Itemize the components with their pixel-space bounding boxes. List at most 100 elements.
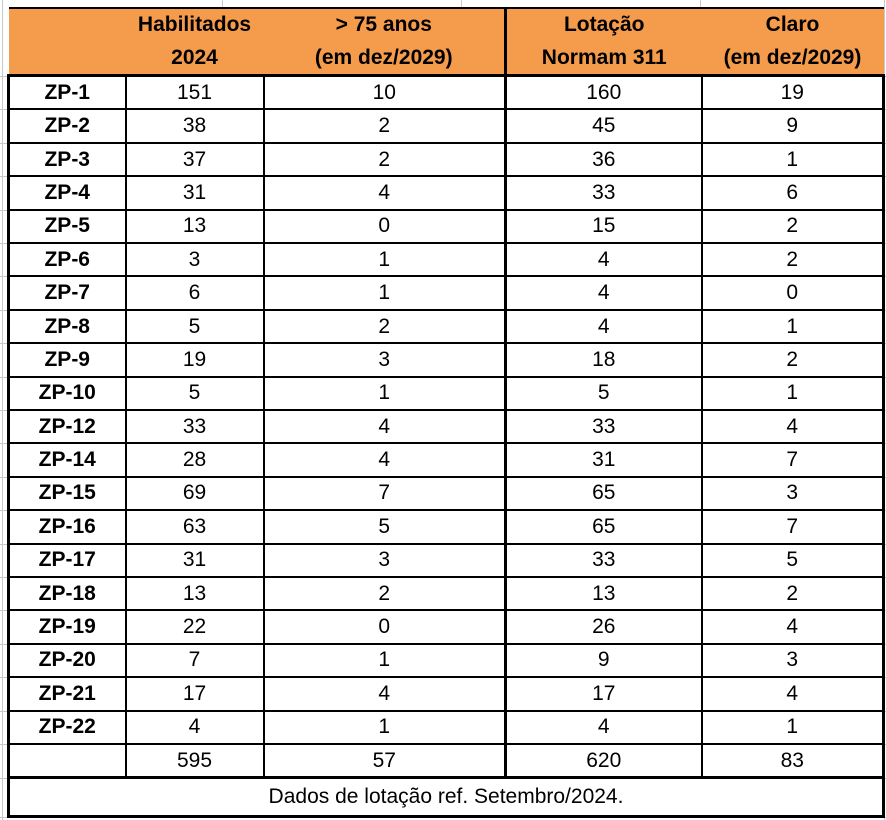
gridline-tick xyxy=(0,410,7,411)
habilitados-value-cell: 13 xyxy=(124,575,265,612)
gridline-tick xyxy=(0,510,7,511)
lotacao-value-cell: 33 xyxy=(504,408,703,445)
lotacao-value-cell: 15 xyxy=(504,208,703,245)
75-anos-value-cell: 1 xyxy=(262,642,507,679)
claro-value-cell: 4 xyxy=(700,408,885,445)
zp-data-row: ZP-18 13 2 13 2 xyxy=(7,575,885,612)
zp-label-cell: ZP-17 xyxy=(7,542,127,578)
gridline-tick xyxy=(0,577,7,578)
gridline-tick xyxy=(0,610,7,611)
zp-label-cell: ZP-5 xyxy=(7,208,127,245)
75-anos-value-cell: 4 xyxy=(262,175,507,211)
lotacao-value-cell: 36 xyxy=(504,141,703,178)
header-line2: (em dez/2029) xyxy=(314,45,453,69)
75-anos-value-cell: 2 xyxy=(262,141,507,178)
lotacao-value-cell: 160 xyxy=(504,74,703,111)
zp-data-row: ZP-7 6 1 4 0 xyxy=(7,275,885,311)
gridline-tick xyxy=(0,243,7,244)
lotacao-value-cell: 31 xyxy=(504,442,703,478)
gridline-tick xyxy=(0,377,7,378)
gridline-tick xyxy=(0,711,7,712)
lotacao-value-cell: 4 xyxy=(504,709,703,745)
claro-value-cell: 2 xyxy=(700,208,885,245)
claro-value-cell: 4 xyxy=(700,676,885,712)
zp-data-row: ZP-21 17 4 17 4 xyxy=(7,676,885,712)
gridline-tick xyxy=(0,817,7,818)
header-line1: Claro xyxy=(765,13,820,36)
75-anos-value-cell: 10 xyxy=(262,74,507,111)
zp-data-row: ZP-10 5 1 5 1 xyxy=(7,375,885,412)
claro-value-cell: 6 xyxy=(700,175,885,211)
totals-lotacao-cell: 620 xyxy=(504,742,703,780)
zp-data-row: ZP-8 5 2 4 1 xyxy=(7,308,885,345)
75-anos-value-cell: 7 xyxy=(262,475,507,512)
habilitados-value-cell: 28 xyxy=(124,442,265,478)
claro-value-cell: 3 xyxy=(700,475,885,512)
claro-value-cell: 2 xyxy=(700,575,885,612)
header-cell-claro: Claro (em dez/2029) xyxy=(701,7,884,78)
table-footer: 595 57 620 83 Dados de lotação ref. Sete… xyxy=(7,742,885,819)
gridline-tick xyxy=(2,0,3,820)
gridline-tick xyxy=(0,176,7,177)
claro-value-cell: 2 xyxy=(700,242,885,278)
75-anos-value-cell: 0 xyxy=(262,609,507,645)
habilitados-value-cell: 6 xyxy=(124,275,265,311)
zp-data-row: ZP-9 19 3 18 2 xyxy=(7,342,885,378)
zp-label-cell: ZP-21 xyxy=(7,676,127,712)
habilitados-value-cell: 63 xyxy=(124,509,265,545)
gridline-tick xyxy=(0,644,7,645)
gridline-tick xyxy=(0,109,7,110)
lotacao-value-cell: 4 xyxy=(504,275,703,311)
zp-data-row: ZP-15 69 7 65 3 xyxy=(7,475,885,512)
totals-empty-cell xyxy=(7,742,127,780)
claro-value-cell: 3 xyxy=(700,642,885,679)
gridline-tick xyxy=(0,443,7,444)
75-anos-value-cell: 0 xyxy=(262,208,507,245)
habilitados-value-cell: 19 xyxy=(124,342,265,378)
zp-data-row: ZP-16 63 5 65 7 xyxy=(7,509,885,545)
lotacao-value-cell: 4 xyxy=(504,242,703,278)
zp-data-row: ZP-14 28 4 31 7 xyxy=(7,442,885,478)
header-cell-empty xyxy=(8,7,126,78)
75-anos-value-cell: 5 xyxy=(262,509,507,545)
footnote-row: Dados de lotação ref. Setembro/2024. xyxy=(7,776,885,819)
gridline-tick xyxy=(0,210,7,211)
zp-label-cell: ZP-2 xyxy=(7,108,127,144)
gridline-tick xyxy=(0,778,7,779)
habilitados-value-cell: 5 xyxy=(124,375,265,412)
gridline-tick xyxy=(700,0,701,7)
habilitados-value-cell: 31 xyxy=(124,542,265,578)
gridline-tick xyxy=(461,0,462,7)
gridline-tick xyxy=(0,477,7,478)
claro-value-cell: 1 xyxy=(700,375,885,412)
lotacao-value-cell: 65 xyxy=(504,509,703,545)
75-anos-value-cell: 4 xyxy=(262,408,507,445)
totals-habilitados-cell: 595 xyxy=(124,742,265,780)
gridline-tick xyxy=(0,276,7,277)
habilitados-value-cell: 151 xyxy=(124,74,265,111)
gridline-tick xyxy=(0,76,7,77)
gridline-tick xyxy=(0,744,7,745)
claro-value-cell: 19 xyxy=(700,74,885,111)
habilitados-value-cell: 5 xyxy=(124,308,265,345)
totals-claro-cell: 83 xyxy=(700,742,885,780)
zp-label-cell: ZP-3 xyxy=(7,141,127,178)
gridline-tick xyxy=(0,343,7,344)
habilitados-value-cell: 37 xyxy=(124,141,265,178)
header-line2: Normam 311 xyxy=(541,45,667,69)
lotacao-value-cell: 4 xyxy=(504,308,703,345)
claro-value-cell: 2 xyxy=(700,342,885,378)
header-cell-habilitados: Habilitados 2024 xyxy=(125,7,264,78)
zp-label-cell: ZP-1 xyxy=(7,74,127,111)
header-line1: Habilitados xyxy=(137,13,252,36)
75-anos-value-cell: 1 xyxy=(262,275,507,311)
75-anos-value-cell: 2 xyxy=(262,308,507,345)
75-anos-value-cell: 4 xyxy=(262,676,507,712)
gridline-tick xyxy=(0,544,7,545)
75-anos-value-cell: 2 xyxy=(262,108,507,144)
habilitados-value-cell: 38 xyxy=(124,108,265,144)
gridline-tick xyxy=(0,677,7,678)
claro-value-cell: 1 xyxy=(700,709,885,745)
zp-label-cell: ZP-4 xyxy=(7,175,127,211)
